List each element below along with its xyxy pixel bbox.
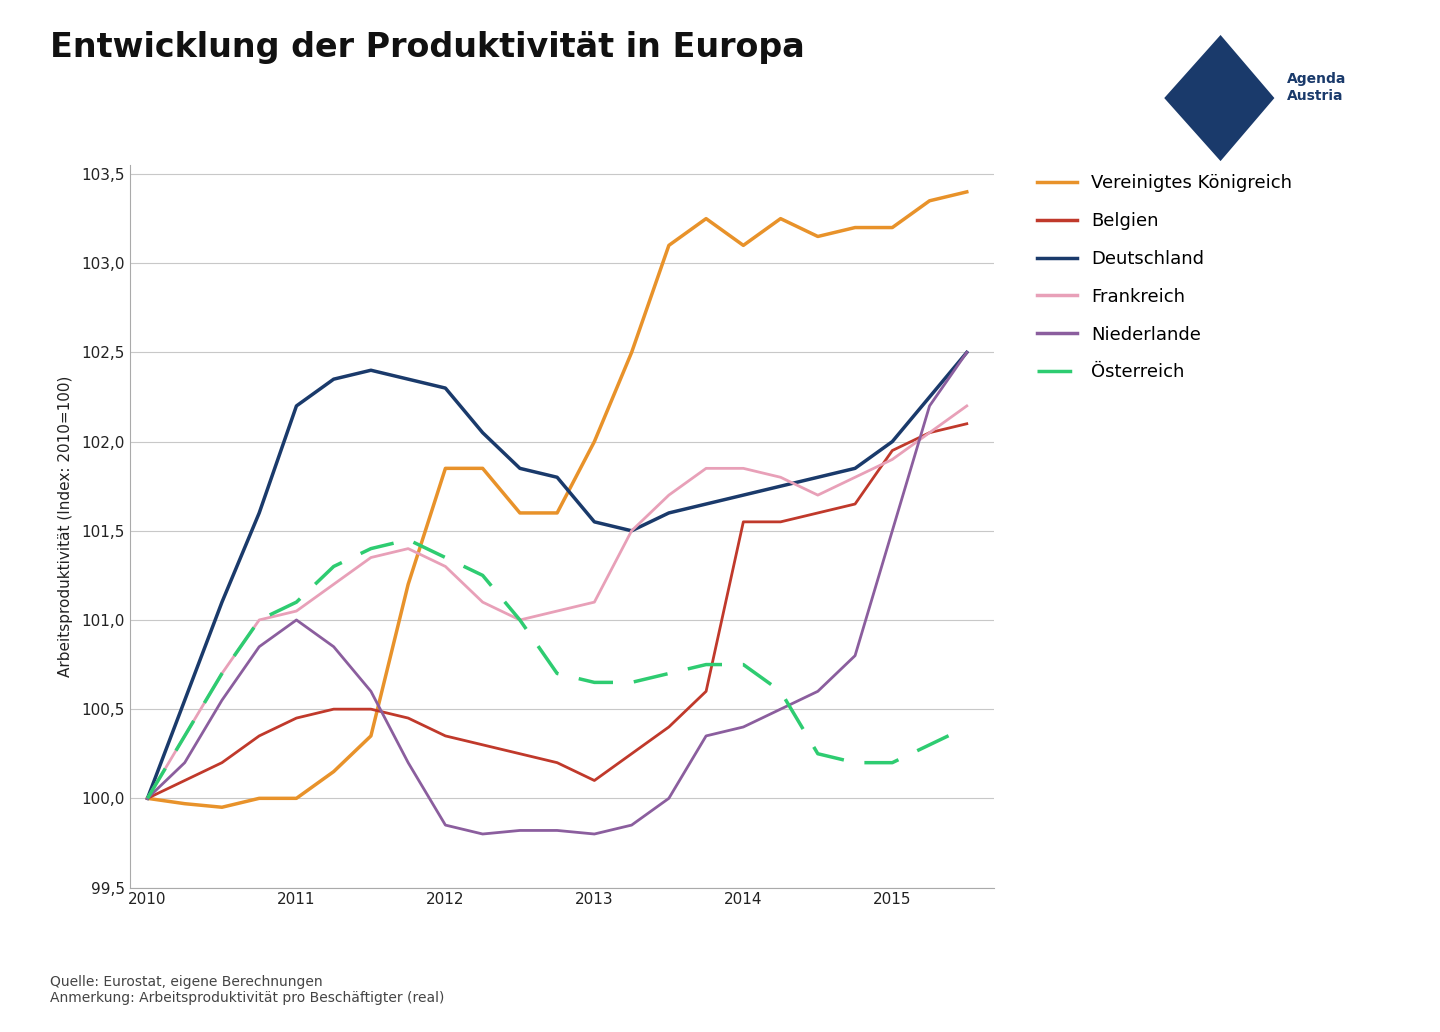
Polygon shape xyxy=(1164,35,1274,161)
Text: Agenda
Austria: Agenda Austria xyxy=(1287,71,1346,103)
Legend: Vereinigtes Königreich, Belgien, Deutschland, Frankreich, Niederlande, Österreic: Vereinigtes Königreich, Belgien, Deutsch… xyxy=(1037,174,1292,382)
Text: Entwicklung der Produktivität in Europa: Entwicklung der Produktivität in Europa xyxy=(50,31,805,64)
Y-axis label: Arbeitsproduktivität (Index: 2010=100): Arbeitsproduktivität (Index: 2010=100) xyxy=(58,376,73,677)
Polygon shape xyxy=(1238,35,1274,82)
Text: Quelle: Eurostat, eigene Berechnungen
Anmerkung: Arbeitsproduktivität pro Beschä: Quelle: Eurostat, eigene Berechnungen An… xyxy=(50,975,445,1005)
